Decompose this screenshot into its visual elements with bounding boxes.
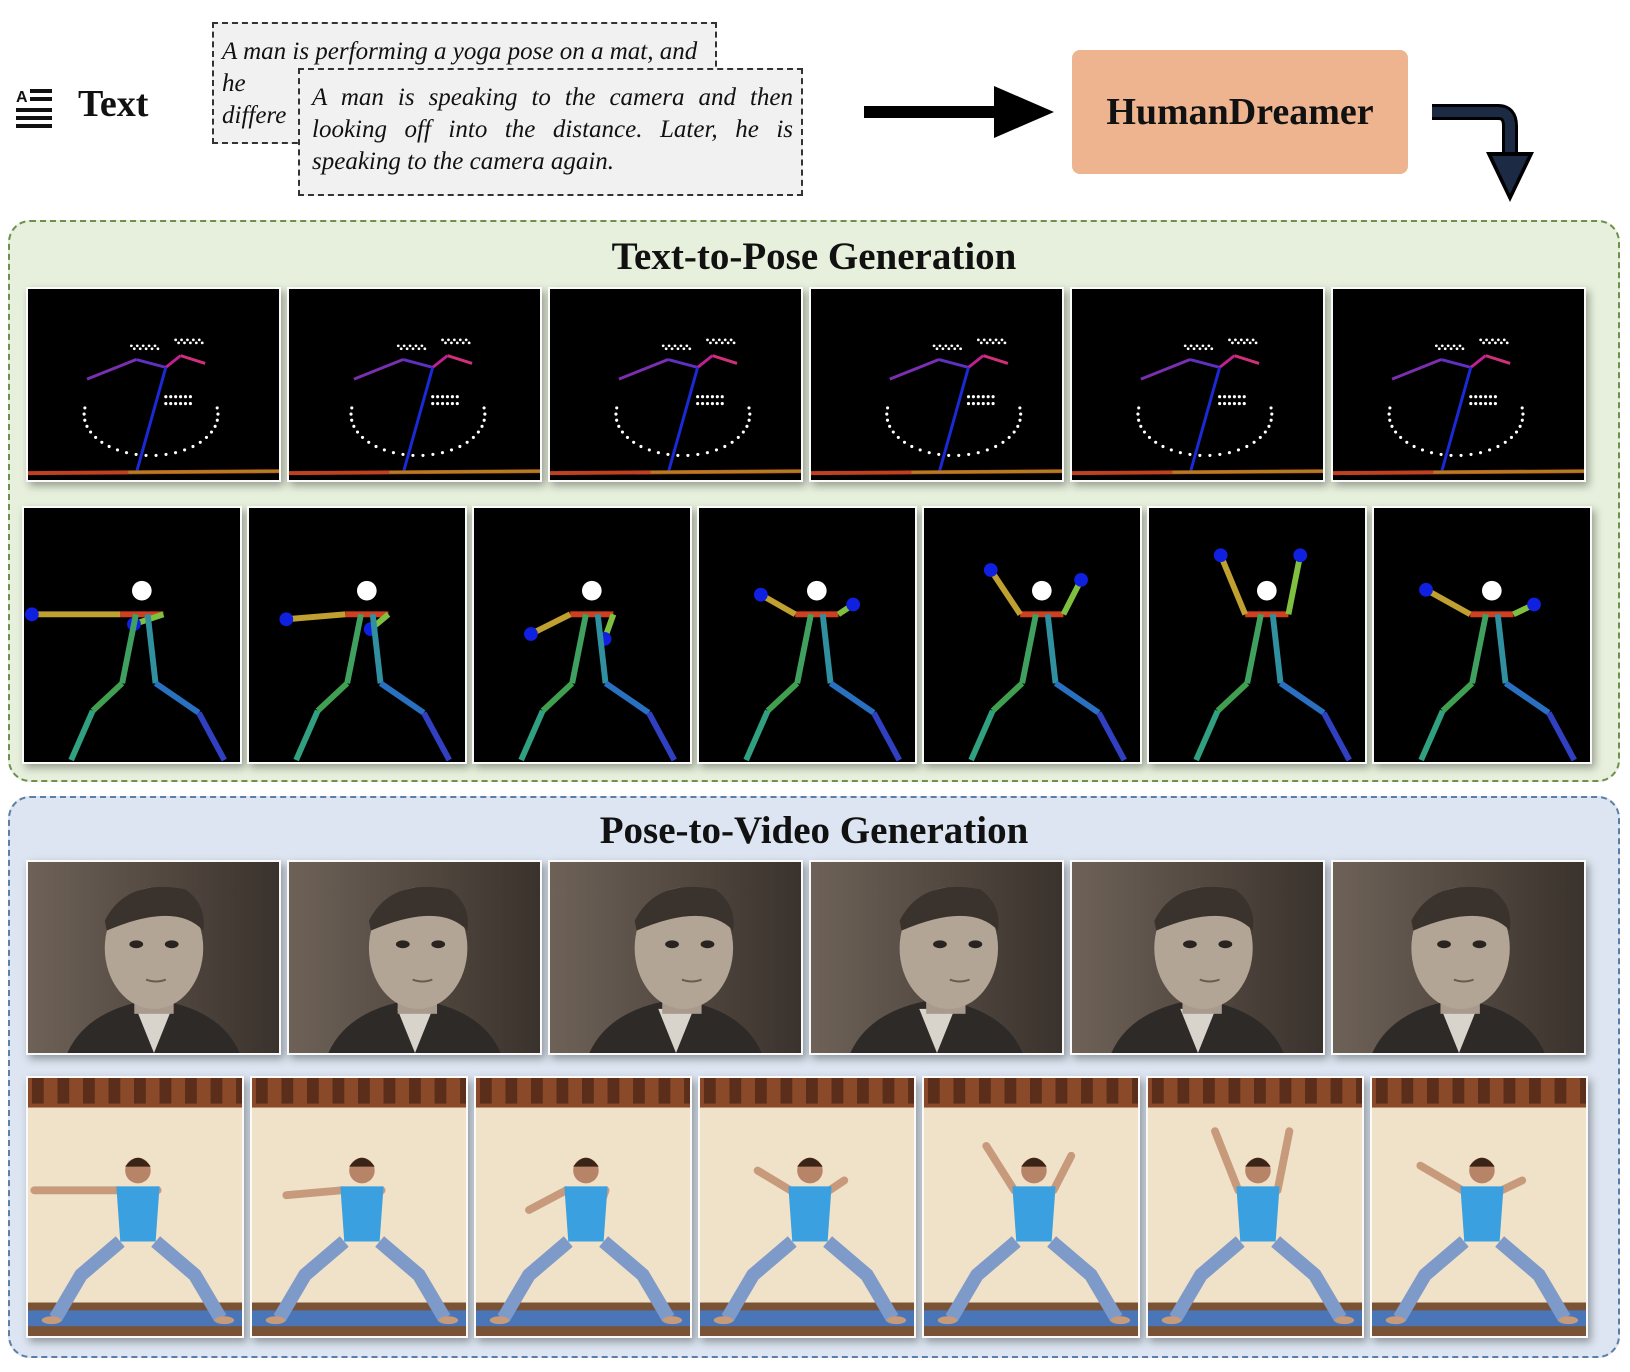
- body-pose-frame: [697, 506, 917, 764]
- yoga-video-frame: [1370, 1076, 1588, 1338]
- portrait-video-frame: [1331, 860, 1586, 1055]
- portrait-video-frame: [26, 860, 281, 1055]
- portrait-video-frame: [287, 860, 542, 1055]
- prompt-back-text: A man is performing a yoga pose on a mat…: [222, 38, 698, 97]
- yoga-video-frame: [474, 1076, 692, 1338]
- face-pose-frame: [287, 287, 542, 482]
- face-pose-frame: [1070, 287, 1325, 482]
- prompt-card-front: A man is speaking to the camera and then…: [298, 68, 803, 196]
- text-format-icon: A: [16, 89, 52, 128]
- body-pose-frame: [247, 506, 467, 764]
- bent-down-arrow-icon: [1432, 104, 1534, 202]
- face-pose-frame: [26, 287, 281, 482]
- face-pose-frame: [1331, 287, 1586, 482]
- svg-text:A: A: [16, 89, 28, 106]
- body-pose-frame: [1372, 506, 1592, 764]
- portrait-video-frame: [809, 860, 1064, 1055]
- yoga-video-frame: [1146, 1076, 1364, 1338]
- face-pose-frame: [548, 287, 803, 482]
- face-pose-frame: [809, 287, 1064, 482]
- yoga-video-frame: [26, 1076, 244, 1338]
- text-to-pose-title: Text-to-Pose Generation: [611, 235, 1017, 278]
- body-pose-frame: [922, 506, 1142, 764]
- yoga-video-frame: [922, 1076, 1140, 1338]
- prompt-back-text-line3: differe: [222, 102, 287, 129]
- humandreamer-model-box: HumanDreamer: [1072, 50, 1408, 174]
- portrait-video-frame: [548, 860, 803, 1055]
- pose-to-video-title: Pose-to-Video Generation: [599, 809, 1029, 852]
- yoga-video-frame: [698, 1076, 916, 1338]
- text-input-label: Text: [78, 83, 149, 125]
- portrait-video-frame: [1070, 860, 1325, 1055]
- prompt-front-text: A man is speaking to the camera and then…: [312, 84, 793, 175]
- body-pose-frame: [472, 506, 692, 764]
- yoga-video-frame: [250, 1076, 468, 1338]
- body-pose-frame: [1147, 506, 1367, 764]
- body-pose-frame: [22, 506, 242, 764]
- model-name: HumanDreamer: [1106, 91, 1374, 133]
- right-arrow-icon: [864, 86, 1054, 138]
